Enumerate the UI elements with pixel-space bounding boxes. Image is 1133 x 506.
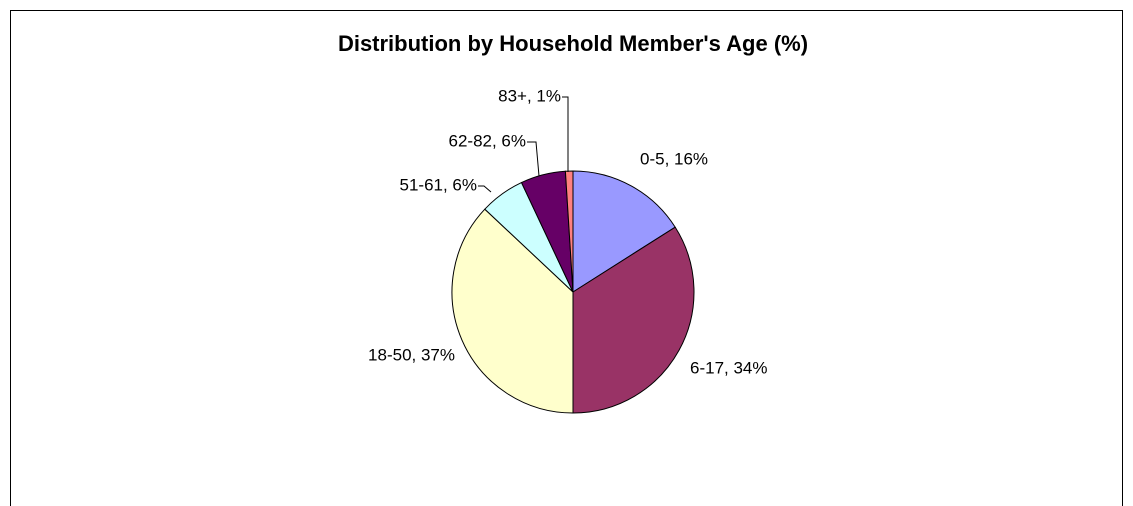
chart-title: Distribution by Household Member's Age (… [338,31,808,56]
data-label: 83+, 1% [498,86,561,105]
leader-line [478,185,492,193]
data-label: 0-5, 16% [640,149,708,168]
data-label: 62-82, 6% [449,131,527,150]
pie-slice [451,208,574,414]
leader-line [527,141,540,177]
pie-slice [572,170,676,293]
pie-slice [572,226,695,414]
pie-slice [564,170,574,293]
chart-frame [10,10,1123,506]
data-label: 18-50, 37% [368,345,455,364]
data-label: 51-61, 6% [400,175,478,194]
data-label: 6-17, 34% [690,358,768,377]
leader-line [562,96,569,172]
